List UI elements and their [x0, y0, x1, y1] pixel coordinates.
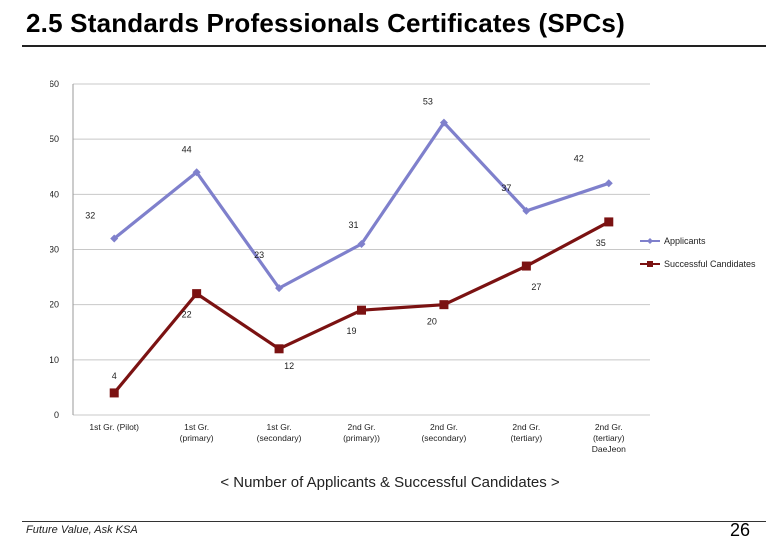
- y-tick-label: 20: [50, 300, 59, 310]
- legend-label: Applicants: [664, 236, 706, 246]
- footer-divider: [22, 521, 766, 522]
- line-chart: 0 10 20 30 40 50 60 1st Gr. (Pilot) 1st Gr. (prim…: [49, 79, 756, 454]
- data-label: 23: [254, 250, 264, 260]
- data-label: 37: [501, 183, 511, 193]
- chart: 0 10 20 30 40 50 60 1st Gr. (Pilot) 1st Gr. (prim…: [49, 70, 760, 480]
- data-point-applicants: [110, 234, 119, 243]
- legend-label: Successful Candidates: [664, 259, 756, 269]
- y-tick-label: 0: [54, 410, 59, 420]
- data-label: 42: [574, 153, 584, 163]
- x-tick-label: 1st Gr. (Pilot): [89, 422, 139, 432]
- data-point-applicants: [275, 284, 284, 293]
- chart-caption: < Number of Applicants & Successful Cand…: [220, 474, 560, 491]
- slide-title: 2.5 Standards Professionals Certificates…: [26, 8, 625, 38]
- y-tick-label: 50: [50, 134, 59, 144]
- x-tick-label: 1st Gr. (primary): [180, 422, 214, 443]
- y-tick-label: 40: [50, 189, 59, 199]
- x-tick-label: 2nd Gr. (tertiary) DaeJeon: [592, 422, 626, 454]
- data-point-successful: [357, 305, 366, 315]
- data-label: 20: [427, 317, 437, 327]
- title-divider: [22, 45, 766, 47]
- data-label: 22: [182, 310, 192, 320]
- data-label: 35: [596, 238, 606, 248]
- data-point-successful: [439, 300, 449, 310]
- data-label: 53: [423, 97, 433, 107]
- data-point-successful: [604, 217, 614, 227]
- data-point-successful: [274, 344, 284, 354]
- data-point-applicants: [192, 168, 201, 177]
- data-label: 4: [112, 371, 117, 381]
- footer-brand-logo: Future Value, Ask KSA: [26, 524, 138, 536]
- x-tick-label: 2nd Gr. (primary)): [343, 422, 380, 443]
- data-label: 44: [182, 144, 192, 154]
- data-label: 31: [348, 220, 358, 230]
- x-tick-label: 2nd Gr. (tertiary): [511, 422, 543, 443]
- data-label: 19: [346, 326, 356, 336]
- data-point-applicants: [522, 206, 531, 215]
- data-label: 12: [284, 361, 294, 371]
- y-tick-label: 10: [50, 355, 59, 365]
- data-point-successful: [521, 261, 531, 271]
- page-number: 26: [729, 520, 750, 540]
- data-point-applicants: [439, 118, 448, 127]
- data-point-applicants: [604, 179, 613, 188]
- y-tick-label: 30: [50, 245, 59, 255]
- data-point-successful: [192, 289, 202, 299]
- data-point-successful: [109, 388, 119, 398]
- y-tick-label: 60: [50, 79, 59, 89]
- x-tick-label: 1st Gr. (secondary): [257, 422, 302, 443]
- x-tick-label: 2nd Gr. (secondary): [421, 422, 466, 443]
- data-point-applicants: [357, 239, 366, 248]
- data-label: 27: [531, 282, 541, 292]
- legend-marker: [647, 238, 653, 244]
- data-label: 32: [85, 210, 95, 220]
- legend-marker: [647, 261, 653, 267]
